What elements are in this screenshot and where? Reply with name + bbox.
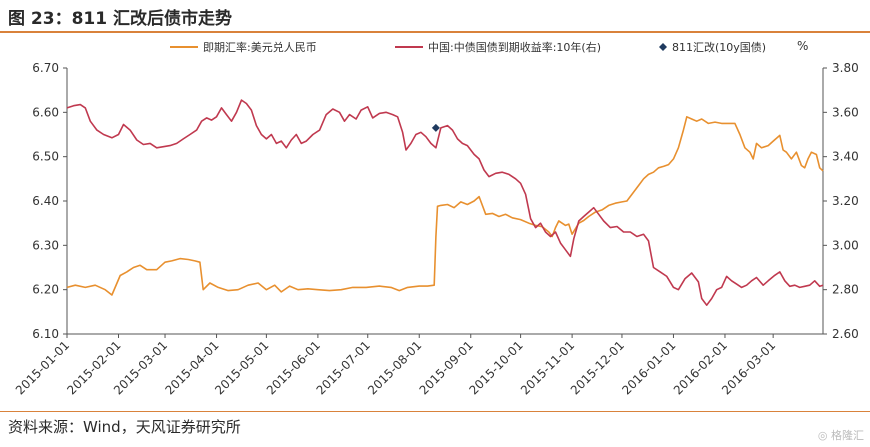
- marker-811-reform: [431, 123, 440, 132]
- right-axis-tick-label: 3.20: [832, 194, 859, 208]
- legend: 即期汇率:美元兑人民币 中国:中债国债到期收益率:10年(右) 811汇改(10…: [170, 40, 766, 54]
- left-axis-tick-label: 6.60: [32, 105, 59, 119]
- legend-label-811-marker: 811汇改(10y国债): [672, 40, 766, 54]
- right-axis-tick-label: 3.40: [832, 150, 859, 164]
- chart-title: 图 23：811 汇改后债市走势: [8, 9, 232, 29]
- right-axis-unit: %: [797, 39, 808, 53]
- title-divider: [0, 31, 870, 33]
- legend-label-exchange-rate: 即期汇率:美元兑人民币: [203, 40, 317, 54]
- right-axis-tick-label: 2.60: [832, 327, 859, 341]
- left-axis-tick-label: 6.20: [32, 283, 59, 297]
- right-axis-tick-label: 3.80: [832, 61, 859, 75]
- series-line-bond-yield: [66, 99, 824, 306]
- legend-swatch-811-marker: [659, 43, 667, 51]
- watermark-logo: ◎ 格隆汇: [817, 429, 864, 442]
- x-axis-tick-label: 2016-01-01: [619, 338, 678, 397]
- x-axis-tick-label: 2015-07-01: [314, 338, 373, 397]
- footer-divider: [0, 411, 870, 412]
- x-axis-tick-label: 2015-05-01: [212, 338, 271, 397]
- x-axis-tick-label: 2015-12-01: [568, 338, 627, 397]
- left-axis-tick-label: 6.70: [32, 61, 59, 75]
- left-axis-tick-label: 6.30: [32, 238, 59, 252]
- x-axis-tick-label: 2015-01-01: [13, 338, 72, 397]
- series-line-exchange-rate: [66, 116, 824, 296]
- x-axis-tick-label: 2015-10-01: [467, 338, 526, 397]
- chart-canvas: 即期汇率:美元兑人民币 中国:中债国债到期收益率:10年(右) 811汇改(10…: [13, 39, 859, 397]
- right-axis-tick-label: 3.60: [832, 105, 859, 119]
- right-axis-tick-label: 2.80: [832, 283, 859, 297]
- left-axis-tick-label: 6.40: [32, 194, 59, 208]
- source-note: 资料来源：Wind，天风证券研究所: [8, 418, 241, 436]
- x-axis-tick-label: 2015-08-01: [365, 338, 424, 397]
- legend-label-bond-yield: 中国:中债国债到期收益率:10年(右): [428, 40, 601, 54]
- series-layer: [66, 99, 824, 306]
- left-axis-tick-label: 6.50: [32, 150, 59, 164]
- right-axis-tick-label: 3.00: [832, 238, 859, 252]
- left-axis-tick-label: 6.10: [32, 327, 59, 341]
